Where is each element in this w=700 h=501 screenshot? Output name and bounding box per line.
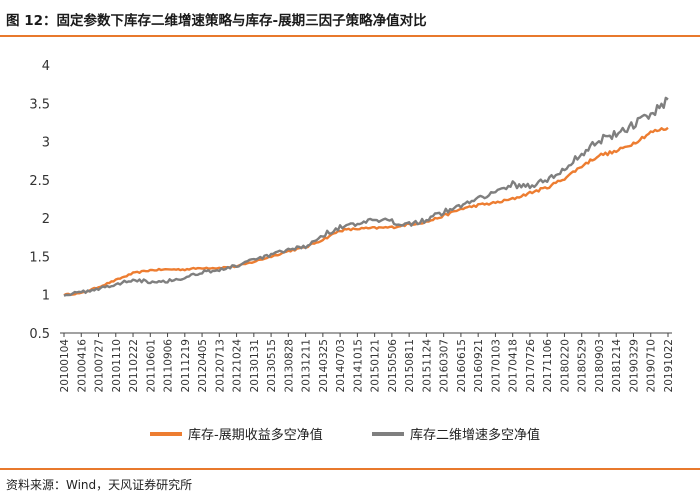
x-tick-label: 20191022 [663,339,675,392]
x-tick-label: 20170418 [508,339,520,392]
x-tick-label: 20110222 [128,339,140,392]
line-chart: 0.5 1 1.5 2 2.5 3 3.5 4 20100104 20100416 2010072… [29,59,675,443]
x-tick-label: 20130131 [249,339,261,392]
x-tick-label: 20121024 [232,339,244,393]
figure-source: 资料来源：Wind，天风证券研究所 [6,478,193,492]
header-rule [0,35,700,37]
x-tick-label: 20111219 [180,339,192,392]
series-line [63,126,669,297]
y-tick-label: 1.5 [29,250,50,265]
x-tick-label: 20130828 [283,339,295,392]
x-tick-label: 20170726 [525,339,537,393]
y-tick-label: 1 [42,289,50,304]
x-tick-label: 20150506 [387,339,399,393]
x-tick-label: 20180529 [577,339,589,392]
y-tick-label: 3.5 [29,97,50,112]
x-tick-label: 20100416 [76,339,88,393]
x-tick-label: 20100727 [94,339,106,392]
legend-label: 库存-展期收益多空净值 [188,427,323,443]
x-tick-label: 20150811 [404,339,416,392]
x-tick-label: 20170103 [490,339,502,392]
y-tick-label: 3 [42,136,50,151]
series-lines [63,96,669,297]
x-tick-label: 20110906 [163,339,175,393]
x-tick-label: 20190329 [628,339,640,392]
x-tick-label: 20160615 [456,339,468,392]
x-tick-label: 20190710 [646,339,658,392]
figure-title: 图 12：固定参数下库存二维增速策略与库存-展期三因子策略净值对比 [6,13,427,29]
x-tick-label: 20141015 [352,339,364,392]
y-tick-label: 2.5 [29,174,50,189]
x-tick-label: 20100104 [59,339,71,393]
x-tick-label: 20181214 [611,339,623,393]
series-line [63,96,669,297]
x-tick-label: 20110601 [145,339,157,392]
x-tick-label: 20101110 [111,339,123,392]
y-tick-label: 2 [42,212,50,227]
x-tick-label: 20140325 [318,339,330,392]
x-tick-label: 20151124 [421,339,433,393]
x-tick-label: 20180220 [559,339,571,392]
x-tick-label: 20131211 [301,339,313,392]
x-tick-label: 20171106 [542,339,554,393]
x-tick-label: 20140703 [335,339,347,392]
x-tick-label: 20120405 [197,339,209,392]
legend: 库存-展期收益多空净值 库存二维增速多空净值 [150,427,540,443]
x-tick-label: 20160307 [439,339,451,392]
y-tick-label: 4 [42,59,50,74]
legend-label: 库存二维增速多空净值 [410,427,540,443]
x-tick-label: 20150121 [370,339,382,392]
x-tick-label: 20160921 [473,339,485,392]
x-tick-label: 20120713 [214,339,226,392]
x-tick-label: 20130515 [266,339,278,392]
x-axis: 20100104 20100416 20100727 20101110 20110222… [59,332,675,393]
figure-header: 图 12：固定参数下库存二维增速策略与库存-展期三因子策略净值对比 [0,0,700,36]
y-axis-labels: 0.5 1 1.5 2 2.5 3 3.5 4 [29,59,50,342]
footer-rule [0,468,700,470]
x-tick-label: 20180903 [594,339,606,392]
y-tick-label: 0.5 [29,327,50,342]
